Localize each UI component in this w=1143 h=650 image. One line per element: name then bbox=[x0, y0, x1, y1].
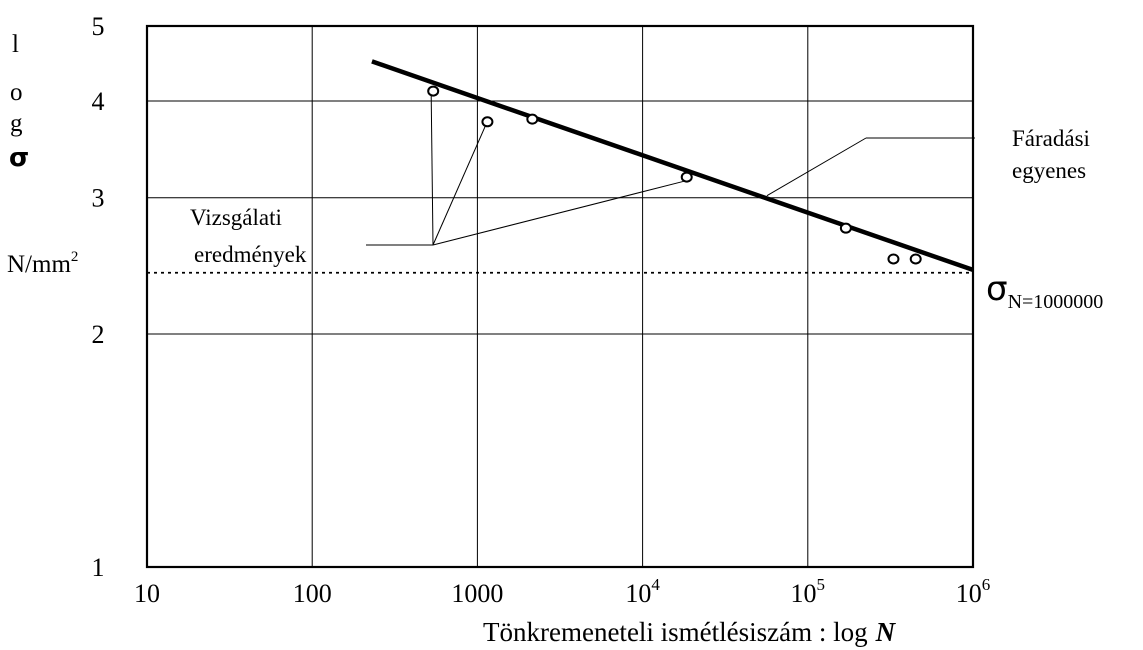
x-axis-title-text: Tönkremeneteli ismétlésiszám : log bbox=[483, 617, 868, 647]
endurance-limit-label: σN=1000000 bbox=[986, 269, 1103, 313]
x-tick-base: 10 bbox=[134, 579, 160, 608]
x-tick-label: 10 bbox=[134, 579, 160, 608]
test-results-label-line2: eredmények bbox=[194, 242, 307, 267]
y-tick-label: 3 bbox=[92, 184, 105, 213]
x-tick-label: 1000 bbox=[451, 579, 503, 608]
annotation-leaders bbox=[366, 95, 975, 246]
x-tick-base: 10 bbox=[791, 579, 817, 608]
y-unit-superscript: 2 bbox=[71, 249, 79, 265]
x-tick-exponent: 6 bbox=[982, 575, 991, 594]
x-tick-label: 100 bbox=[293, 579, 332, 608]
leader-line bbox=[430, 95, 434, 246]
fatigue-line-label-line2: egyenes bbox=[1012, 158, 1086, 183]
x-tick-label: 104 bbox=[625, 575, 660, 608]
series-layer bbox=[147, 59, 974, 274]
x-tick-base: 10 bbox=[625, 579, 651, 608]
x-tick-label: 106 bbox=[956, 575, 991, 608]
y-axis-letter: l bbox=[12, 31, 19, 58]
data-point bbox=[887, 253, 900, 265]
y-unit-text: N/mm bbox=[7, 251, 71, 278]
y-axis-letter: g bbox=[10, 110, 23, 137]
x-tick-exponent: 5 bbox=[817, 575, 826, 594]
y-tick-label: 2 bbox=[92, 320, 105, 349]
data-point bbox=[839, 222, 852, 234]
leader-line bbox=[766, 137, 867, 197]
y-tick-label: 1 bbox=[92, 553, 105, 582]
data-point bbox=[526, 113, 539, 125]
x-axis-title: Tönkremeneteli ismétlésiszám : log N bbox=[483, 617, 897, 647]
data-point bbox=[481, 116, 494, 128]
data-point bbox=[909, 253, 922, 265]
fatigue-line-label-line1: Fáradási bbox=[1012, 126, 1090, 151]
test-results-label-line1: Vizsgálati bbox=[190, 205, 282, 230]
fatigue-fit-line bbox=[371, 59, 974, 273]
plot-frame bbox=[145, 24, 975, 569]
y-axis-letter: o bbox=[10, 79, 23, 106]
grid-lines bbox=[147, 26, 973, 567]
data-point bbox=[427, 85, 440, 97]
data-point bbox=[680, 171, 693, 183]
x-tick-label: 105 bbox=[791, 575, 826, 608]
y-tick-label: 4 bbox=[92, 87, 105, 116]
x-axis-variable: N bbox=[875, 617, 897, 647]
x-tick-base: 10 bbox=[956, 579, 982, 608]
x-tick-base: 1000 bbox=[451, 579, 503, 608]
leader-line bbox=[432, 180, 685, 246]
x-tick-base: 100 bbox=[293, 579, 332, 608]
y-axis-unit: N/mm2 bbox=[7, 249, 78, 278]
y-axis-sigma: σ bbox=[9, 143, 29, 173]
endurance-sigma: σ bbox=[986, 269, 1008, 309]
leader-line bbox=[432, 125, 486, 246]
endurance-subscript: N=1000000 bbox=[1008, 291, 1104, 313]
y-tick-label: 5 bbox=[92, 12, 105, 41]
x-tick-exponent: 4 bbox=[651, 575, 660, 594]
